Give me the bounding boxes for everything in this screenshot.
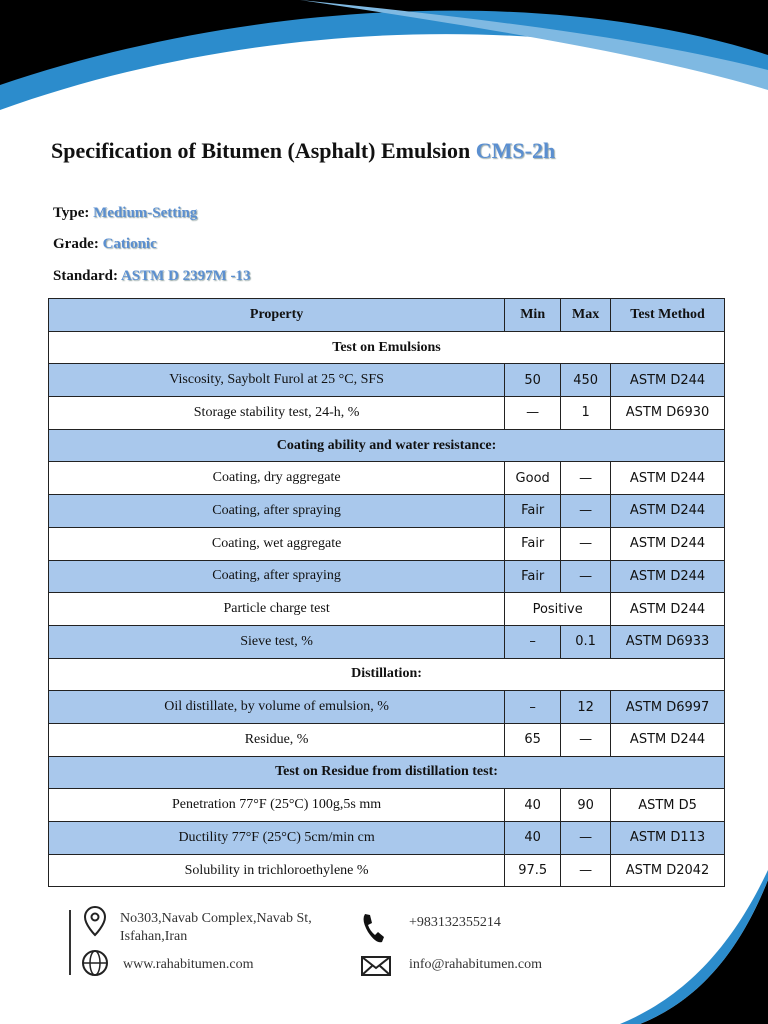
cell: ASTM D244 (610, 461, 725, 496)
cell: – (504, 624, 562, 659)
cell: 40 (504, 821, 562, 855)
cell: ASTM D5 (610, 788, 725, 822)
cell: Penetration 77°F (25°C) 100g,5s mm (47, 788, 506, 822)
cell: — (504, 396, 562, 430)
cell: — (560, 853, 612, 888)
cell: Positive (504, 592, 612, 626)
address-line: Isfahan,Iran (120, 929, 188, 944)
cell: Fair (504, 494, 562, 528)
data-row: Penetration 77°F (25°C) 100g,5s mm 40 90 AS… (47, 788, 725, 822)
cell: ASTM D6997 (610, 690, 725, 724)
cell: 450 (560, 363, 612, 398)
section-row: Coating ability and water resistance: (48, 428, 725, 463)
header-cell: Property (47, 298, 506, 332)
section-row: Test on Residue from distillation test: (48, 755, 725, 790)
cell: 90 (560, 788, 612, 822)
data-row: Viscosity, Saybolt Furol at 25 °C, SFS 50… (47, 363, 725, 398)
website: www.rahabitumen.com (123, 957, 254, 972)
phone: +983132355214 (409, 915, 501, 930)
header-row: Property Min Max Test Method (47, 298, 725, 332)
cell: — (560, 461, 612, 496)
cell: 50 (504, 363, 562, 398)
section-row: Distillation: (48, 657, 725, 692)
cell: Coating, dry aggregate (47, 461, 506, 496)
cell: Good (504, 461, 562, 496)
address-line: No303,Navab Complex,Navab St, (120, 911, 312, 926)
cell: Coating, wet aggregate (47, 526, 506, 561)
cell: 0.1 (560, 624, 612, 659)
cell: Storage stability test, 24-h, % (47, 396, 506, 430)
section-cell: Test on Residue from distillation test: (48, 755, 725, 790)
data-row: Ductility 77°F (25°C) 5cm/min cm 40— ASTM … (47, 821, 725, 855)
cell: Coating, after spraying (47, 494, 506, 528)
data-row: Coating, wet aggregate Fair — ASTM D244 (47, 526, 725, 561)
cell: ASTM D6930 (610, 396, 725, 430)
cell: — (560, 559, 612, 594)
cell: ASTM D244 (610, 559, 725, 594)
spec-table: Property Min Max Test Method Test on Emulsio… (47, 298, 725, 888)
data-row: Residue, % 65— ASTM D244 (47, 722, 725, 757)
cell: 12 (560, 690, 612, 724)
data-row: Solubility in trichloroethylene % 97.5— AS… (47, 853, 725, 888)
cell: — (560, 821, 612, 855)
cell: ASTM D6933 (610, 624, 725, 659)
data-row: Particle charge test Positive ASTM D244 (47, 592, 725, 626)
section-cell: Test on Emulsions (48, 330, 725, 365)
cell: 1 (560, 396, 612, 430)
type-field: Type: Medium-Setting (53, 205, 198, 221)
cell: Fair (504, 559, 562, 594)
header-cell: Min (504, 298, 562, 332)
email: info@rahabitumen.com (409, 957, 543, 972)
cell: Oil distillate, by volume of emulsion, % (47, 690, 506, 724)
data-row: Coating, after spraying Fair — ASTM D244 (47, 494, 725, 528)
cell: ASTM D113 (610, 821, 725, 855)
cell: 40 (504, 788, 562, 822)
section-row: Test on Emulsions (48, 330, 725, 365)
cell: ASTM D244 (610, 722, 725, 757)
cell: ASTM D2042 (610, 853, 725, 888)
data-row: Storage stability test, 24-h, % —1 ASTM D6… (47, 396, 725, 430)
cell: Viscosity, Saybolt Furol at 25 °C, SFS (47, 363, 506, 398)
cell: ASTM D244 (610, 363, 725, 398)
cell: 65 (504, 722, 562, 757)
cell: ASTM D244 (610, 526, 725, 561)
cell: Solubility in trichloroethylene % (47, 853, 506, 888)
data-row: Coating, after spraying Fair — ASTM D244 (47, 559, 725, 594)
cell: — (560, 526, 612, 561)
cell: Particle charge test (47, 592, 506, 626)
section-cell: Coating ability and water resistance: (48, 428, 725, 463)
data-row: Sieve test, % –0.1 ASTM D6933 (47, 624, 725, 659)
cell: Sieve test, % (47, 624, 506, 659)
grade-field: Grade: Cationic (53, 236, 157, 252)
title: Specification of Bitumen (Asphalt) Emuls… (51, 138, 556, 163)
header-cell: Max (560, 298, 612, 332)
data-row: Oil distillate, by volume of emulsion, %… (47, 690, 725, 724)
cell: 97.5 (504, 853, 562, 888)
cell: Residue, % (47, 722, 506, 757)
standard-field: Standard: ASTM D 2397M -13 (53, 268, 251, 284)
data-row: Coating, dry aggregate Good — ASTM D244 (47, 461, 725, 496)
cell: Fair (504, 526, 562, 561)
cell: ASTM D244 (610, 494, 725, 528)
section-cell: Distillation: (48, 657, 725, 692)
cell: — (560, 722, 612, 757)
cell: — (560, 494, 612, 528)
cell: Coating, after spraying (47, 559, 506, 594)
cell: Ductility 77°F (25°C) 5cm/min cm (47, 821, 506, 855)
cell: ASTM D244 (610, 592, 725, 626)
header-cell: Test Method (610, 298, 725, 332)
cell: – (504, 690, 562, 724)
